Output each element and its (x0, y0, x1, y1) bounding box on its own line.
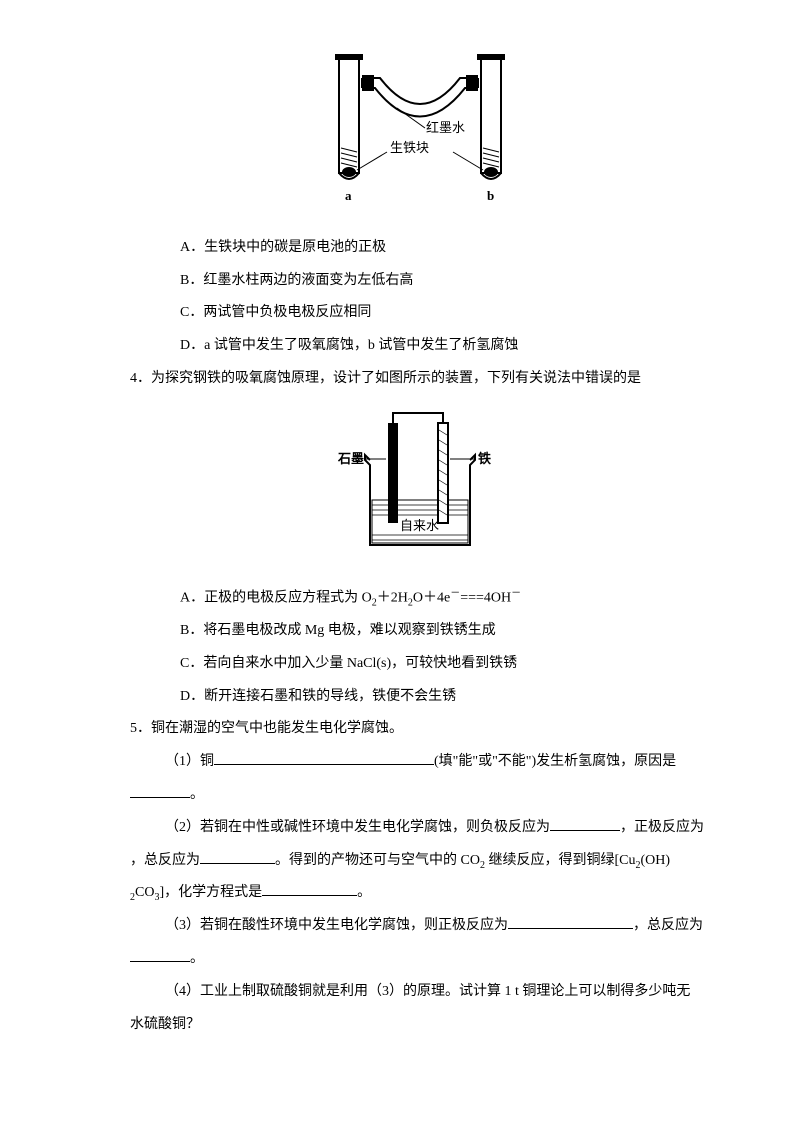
q5-p3: （3）若铜在酸性环境中发生电化学腐蚀，则正极反应为 ，总反应为 (130, 911, 710, 942)
q4a-text2: ＋2H (377, 590, 408, 605)
q5-p2: （2）若铜在中性或碱性环境中发生电化学腐蚀，则负极反应为 ，正极反应为 (130, 813, 710, 844)
q5-p3-cont: 。 (130, 944, 710, 975)
blank-2 (130, 784, 190, 798)
period1: 。 (190, 787, 204, 802)
q5p2-text5: 继续反应，得到铜绿[Cu (485, 853, 636, 868)
q5p1-text2: (填"能"或"不能")发生析氢腐蚀，原因是 (434, 754, 676, 769)
q4-option-a: A．正极的电极反应方程式为 O2＋2H2O＋4e－===4OH－ (130, 583, 710, 614)
blank-5 (262, 882, 357, 896)
q4-option-d: D．断开连接石墨和铁的导线，铁便不会生锈 (130, 682, 710, 713)
beaker-diagram: 自来水 石墨 铁 (320, 405, 520, 555)
q5p2-text1: （2）若铜在中性或碱性环境中发生电化学腐蚀，则负极反应为 (165, 820, 550, 835)
prev-option-b: B．红墨水柱两边的液面变为左低右高 (130, 266, 710, 297)
q5p3-text2: ，总反应为 (633, 918, 703, 933)
q4a-text1: A．正极的电极反应方程式为 O (180, 590, 372, 605)
svg-text:铁: 铁 (477, 451, 491, 466)
q4a-text4: ===4OH (460, 590, 511, 605)
sup-minus: － (450, 588, 460, 599)
q4a-text3: O＋4e (413, 590, 450, 605)
q5p2-text7: CO (135, 885, 154, 900)
prev-option-c: C．两试管中负极电极反应相同 (130, 298, 710, 329)
prev-option-d: D．a 试管中发生了吸氧腐蚀，b 试管中发生了析氢腐蚀 (130, 331, 710, 362)
svg-text:a: a (345, 188, 352, 203)
u-tube-diagram: 红墨水 生铁块 a b (325, 50, 515, 205)
q5-p2-line2: ，总反应为。得到的产物还可与空气中的 CO2 继续反应，得到铜绿[Cu2(OH) (130, 846, 710, 877)
svg-text:石墨: 石墨 (337, 451, 364, 466)
figure-2: 自来水 石墨 铁 (130, 405, 710, 568)
q5-p4: （4）工业上制取硫酸铜就是利用（3）的原理。试计算 1 t 铜理论上可以制得多少… (130, 977, 710, 1008)
q4-stem: 4．为探究钢铁的吸氧腐蚀原理，设计了如图所示的装置，下列有关说法中错误的是 (130, 364, 710, 395)
q4-option-c: C．若向自来水中加入少量 NaCl(s)，可较快地看到铁锈 (130, 649, 710, 680)
q5-p1-cont: 。 (130, 780, 710, 811)
blank-4 (200, 850, 275, 864)
q4-option-b: B．将石墨电极改成 Mg 电极，难以观察到铁锈生成 (130, 616, 710, 647)
svg-text:红墨水: 红墨水 (426, 120, 465, 135)
prev-option-a: A．生铁块中的碳是原电池的正极 (130, 233, 710, 264)
period2: 。 (190, 951, 204, 966)
blank-6 (508, 915, 633, 929)
q5p2-text2: ，正极反应为 (620, 820, 704, 835)
q5p2-text9: 。 (357, 885, 371, 900)
blank-7 (130, 948, 190, 962)
blank-1 (214, 751, 434, 765)
sup-minus2: － (511, 588, 521, 599)
q5p2-text8: ]，化学方程式是 (159, 885, 262, 900)
q5p2-text3: ，总反应为 (130, 853, 200, 868)
q5p3-text1: （3）若铜在酸性环境中发生电化学腐蚀，则正极反应为 (165, 918, 508, 933)
q5p2-text6: (OH) (640, 853, 670, 868)
svg-text:自来水: 自来水 (400, 518, 439, 533)
q5-p2-line3: 2CO3]，化学方程式是。 (130, 878, 710, 909)
figure-1: 红墨水 生铁块 a b (130, 50, 710, 218)
q5-p1: （1）铜 (填"能"或"不能")发生析氢腐蚀，原因是 (130, 747, 710, 778)
svg-text:生铁块: 生铁块 (390, 140, 429, 155)
q5p2-text4: 。得到的产物还可与空气中的 CO (275, 853, 480, 868)
q5-stem: 5．铜在潮湿的空气中也能发生电化学腐蚀。 (130, 714, 710, 745)
q5p1-text1: （1）铜 (165, 754, 214, 769)
svg-text:b: b (487, 188, 494, 203)
q5-p4-cont: 水硫酸铜？ (130, 1010, 710, 1041)
blank-3 (550, 817, 620, 831)
